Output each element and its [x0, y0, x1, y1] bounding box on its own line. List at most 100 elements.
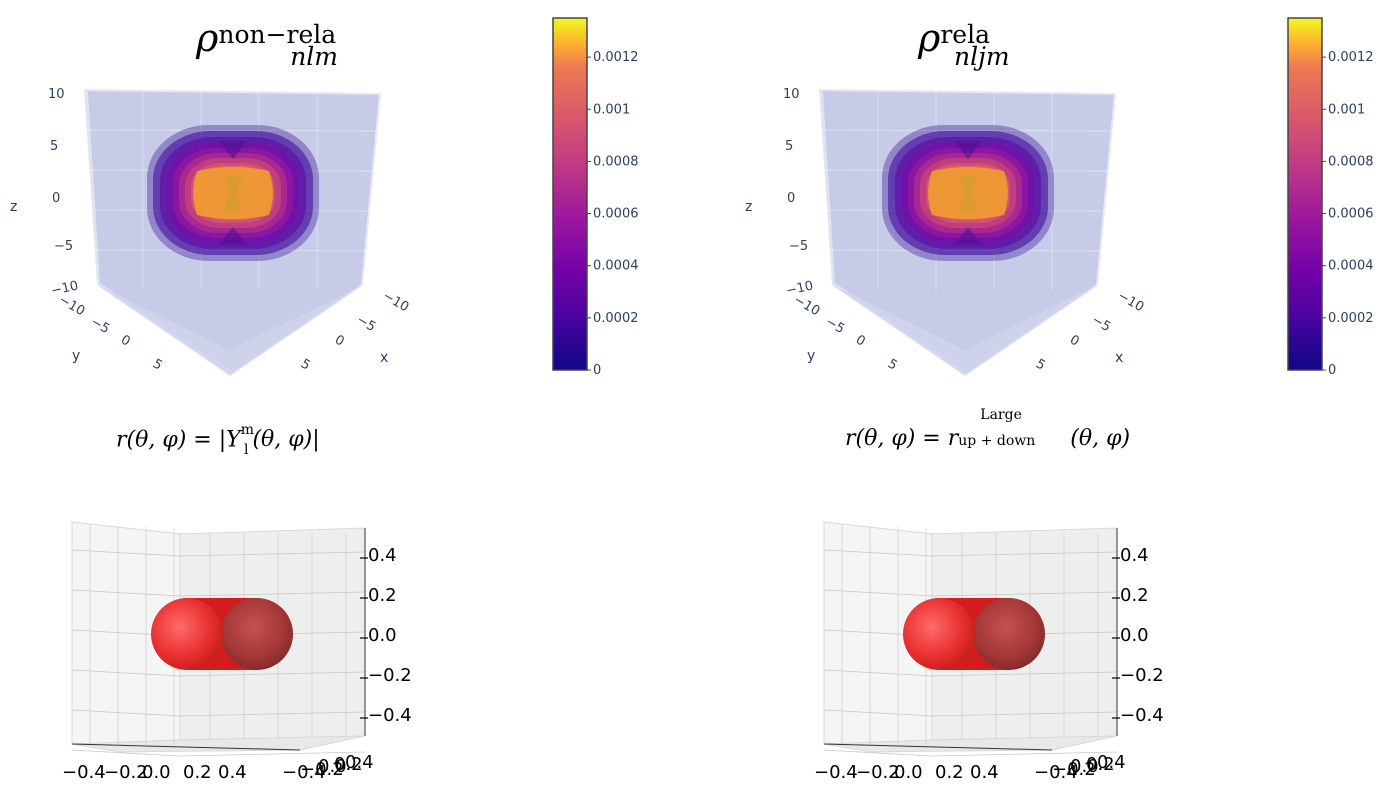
x-tick-label: −10: [1115, 288, 1146, 315]
z-tick-label: 0.4: [368, 545, 397, 566]
plot2-title: ρrelanljm: [918, 16, 1010, 71]
z-tick-label: 0.2: [1120, 585, 1149, 606]
z-tick-label: −0.2: [368, 665, 412, 686]
x-tick-label: −0.2: [856, 762, 900, 783]
z-axis-label: z: [10, 199, 17, 215]
x-tick-label: 0.4: [970, 762, 999, 783]
y-tick-label: 0.2: [334, 754, 363, 775]
colorbar-tick-label: 0.0004: [1328, 259, 1374, 274]
z-tick-label: 0.2: [368, 585, 397, 606]
y-tick-label: 5: [150, 356, 165, 373]
colorbar-tick-label: 0.0012: [1328, 50, 1374, 65]
formula-left: r(θ, φ) = |Yml (θ, φ)|: [116, 422, 320, 458]
colorbar-2: [1287, 17, 1323, 371]
colorbar-tick-label: 0.0006: [1328, 207, 1374, 222]
grid-line: [179, 711, 366, 717]
colorbar-1: [552, 17, 588, 371]
grid-line: [931, 751, 1118, 757]
z-tick-label: 0: [787, 191, 795, 206]
lobe-left: [151, 598, 223, 670]
grid-line: [822, 129, 1114, 132]
y-tick-label: 0: [853, 332, 868, 349]
x-tick-label: −5: [354, 312, 378, 335]
x-axis-label: x: [1115, 350, 1123, 366]
lobe-left: [903, 598, 975, 670]
z-tick-label: 5: [785, 139, 793, 154]
y-tick-label: −10: [56, 292, 87, 319]
isosurface-cone-top: [219, 141, 247, 159]
grid-line: [931, 551, 1118, 557]
y-tick-label: 0.4: [1097, 752, 1126, 773]
lobe-right: [973, 598, 1045, 670]
x-tick-label: 0.0: [894, 762, 923, 783]
isosurface-cone-bottom: [219, 227, 247, 245]
plot1-title: ρnon−relanlm: [196, 16, 339, 71]
x-tick-label: −0.4: [814, 762, 858, 783]
z-tick-label: −0.4: [1120, 705, 1164, 726]
z-tick-label: −10: [785, 279, 815, 299]
y-tick-label: 0: [118, 332, 133, 349]
y-tick-label: −0.2: [300, 759, 344, 780]
y-tick-label: 0.0: [318, 756, 347, 777]
y-tick-label: −5: [823, 314, 847, 337]
lobe-right: [221, 598, 293, 670]
y-tick-label: 5: [885, 356, 900, 373]
colorbar-tick-label: 0.0008: [593, 154, 639, 169]
z-tick-label: −10: [50, 279, 80, 299]
grid-line: [179, 751, 366, 757]
x-axis-line: [71, 743, 301, 751]
colorbar-tick-label: 0.0006: [593, 207, 639, 222]
x-tick-label: 0: [1067, 332, 1082, 349]
z-tick-label: 0.0: [368, 625, 397, 646]
x-axis-label: x: [380, 350, 388, 366]
colorbar-tick-label: 0.001: [593, 102, 630, 117]
colorbar-tick-label: 0: [593, 363, 601, 378]
x-axis-line: [823, 743, 1053, 751]
z-tick-label: 0: [52, 191, 60, 206]
formula-right: r(θ, φ) = r Large up + down (θ, φ): [845, 407, 1131, 451]
z-tick-label: 5: [50, 139, 58, 154]
y-tick-label: −0.4: [282, 762, 326, 783]
y-tick-label: −0.4: [1034, 762, 1078, 783]
colorbar-tick-label: 0.0012: [593, 50, 639, 65]
grid-line: [931, 671, 1118, 677]
colorbar-tick-label: 0.0002: [593, 311, 639, 326]
y-axis-label: y: [807, 348, 815, 364]
y-tick-label: −10: [791, 292, 822, 319]
grid-line: [71, 749, 181, 757]
colorbar-tick-label: 0.001: [1328, 102, 1365, 117]
floor: [823, 735, 1118, 753]
y-tick-label: 0.2: [1086, 754, 1115, 775]
x-tick-label: −0.4: [62, 762, 106, 783]
grid-line: [179, 591, 366, 597]
isosurface-cone-top: [954, 141, 982, 159]
z-tick-label: −0.4: [368, 705, 412, 726]
grid-line: [931, 711, 1118, 717]
floor: [833, 285, 1097, 375]
y-tick-label: −0.2: [1052, 759, 1096, 780]
y-tick-label: −5: [88, 314, 112, 337]
x-tick-label: −10: [380, 288, 411, 315]
z-tick-label: −5: [789, 239, 808, 254]
floor: [71, 735, 366, 753]
colorbar-tick-label: 0: [1328, 363, 1336, 378]
z-axis-label: z: [745, 199, 752, 215]
colorbar-tick-label: 0.0004: [593, 259, 639, 274]
z-tick-label: −0.2: [1120, 665, 1164, 686]
z-tick-label: 10: [48, 87, 65, 102]
x-tick-label: 5: [1033, 356, 1048, 373]
colorbar-tick-label: 0.0002: [1328, 311, 1374, 326]
x-tick-label: 0.0: [142, 762, 171, 783]
grid-line: [179, 671, 366, 677]
isosurface-cone-bottom: [954, 227, 982, 245]
x-tick-label: 0.2: [935, 762, 964, 783]
z-tick-label: −5: [54, 239, 73, 254]
isosurface-pinch: [958, 175, 978, 211]
x-tick-label: −0.2: [104, 762, 148, 783]
x-tick-label: 0.4: [218, 762, 247, 783]
z-tick-label: 10: [783, 87, 800, 102]
y-axis-label: y: [72, 348, 80, 364]
x-tick-label: −5: [1089, 312, 1113, 335]
